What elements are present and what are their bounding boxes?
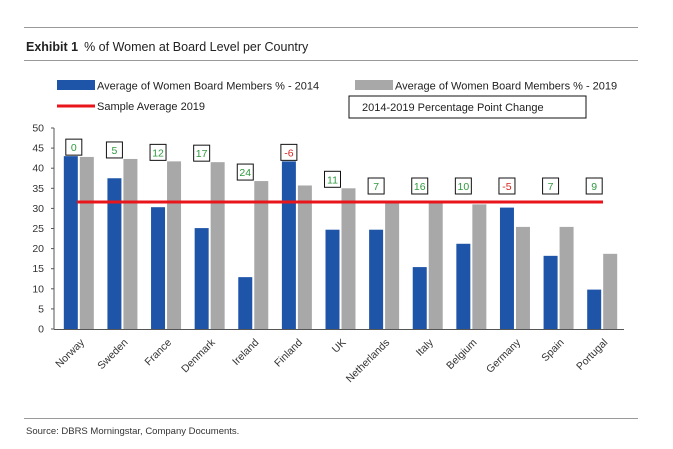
y-tick-label: 20: [32, 243, 44, 255]
change-box-sweden: [105, 141, 123, 159]
y-tick-label: 0: [38, 324, 44, 336]
x-tick-label-spain: Spain: [539, 337, 567, 365]
bar-2014-uk: [325, 229, 340, 329]
x-tick-label-sweden: Sweden: [95, 337, 130, 372]
x-tick-label-finland: Finland: [272, 337, 305, 370]
bar-2019-spain: [559, 226, 574, 329]
bar-2014-finland: [281, 161, 296, 329]
change-label-italy: 16: [414, 181, 426, 193]
legend-label-change: 2014-2019 Percentage Point Change: [362, 102, 544, 114]
x-tick-label-ireland: Ireland: [230, 337, 261, 368]
y-tick-label: 50: [32, 123, 44, 135]
bar-2014-belgium: [456, 243, 471, 329]
legend-swatch-2019: [355, 80, 393, 90]
bar-chart: Average of Women Board Members % - 2014 …: [32, 80, 624, 386]
bar-2019-belgium: [472, 204, 487, 329]
change-box-denmark: [193, 144, 211, 162]
change-box-finland: [280, 143, 298, 161]
x-tick-label-netherlands: Netherlands: [344, 337, 393, 386]
change-label-ireland: 24: [239, 167, 251, 179]
change-label-netherlands: 7: [373, 181, 379, 193]
change-label-sweden: 5: [112, 145, 118, 157]
change-box-italy: [411, 177, 429, 195]
y-tick-label: 5: [38, 303, 44, 315]
change-box-uk: [324, 170, 341, 188]
change-box-ireland: [236, 163, 254, 181]
bar-2019-portugal: [603, 253, 618, 329]
top-rule: [24, 27, 638, 28]
bar-2019-finland: [297, 185, 312, 329]
change-box-france: [149, 143, 167, 161]
source-note: Source: DBRS Morningstar, Company Docume…: [26, 426, 240, 437]
change-box-germany: [498, 177, 516, 195]
change-label-portugal: 9: [591, 181, 597, 193]
change-box-spain: [542, 177, 560, 195]
exhibit-title: Exhibit 1 % of Women at Board Level per C…: [26, 40, 308, 54]
bar-2019-ireland: [254, 181, 269, 329]
bar-2019-sweden: [123, 158, 138, 329]
exhibit-title-text: % of Women at Board Level per Country: [84, 40, 309, 54]
bar-2014-italy: [412, 267, 427, 329]
title-rule: [24, 60, 638, 61]
exhibit-label: Exhibit 1: [26, 40, 79, 54]
change-box-netherlands: [367, 177, 385, 195]
bar-2014-ireland: [238, 277, 253, 329]
bar-2019-uk: [341, 188, 356, 329]
y-tick-label: 25: [32, 223, 44, 235]
x-tick-label-italy: Italy: [414, 336, 437, 359]
x-tick-label-portugal: Portugal: [574, 337, 610, 373]
legend-swatch-2014: [57, 80, 95, 90]
bar-2019-norway: [79, 156, 94, 329]
change-label-belgium: 10: [458, 181, 470, 193]
legend-label-2014: Average of Women Board Members % - 2014: [97, 81, 319, 93]
x-tick-label-uk: UK: [330, 337, 349, 356]
change-labels: 0 5 12 17 24 -6 11 7 16 10 -5 7 9: [65, 138, 603, 195]
bar-2019-netherlands: [385, 202, 400, 329]
y-tick-label: 10: [32, 283, 44, 295]
bar-2019-denmark: [210, 162, 225, 329]
bar-2014-netherlands: [369, 229, 384, 329]
y-axis: 0 5 10 15 20 25 30 35 40 45 50: [32, 123, 55, 336]
bottom-rule: [24, 418, 638, 419]
legend-label-2019: Average of Women Board Members % - 2019: [395, 81, 617, 93]
change-label-denmark: 17: [196, 148, 208, 160]
bar-2014-norway: [63, 156, 78, 329]
x-tick-label-france: France: [143, 337, 175, 369]
change-label-finland: -6: [284, 147, 293, 159]
bar-2019-france: [167, 161, 182, 329]
bar-2014-portugal: [587, 289, 602, 329]
bar-2014-denmark: [194, 228, 209, 329]
change-box-norway: [65, 138, 83, 156]
x-tick-label-norway: Norway: [53, 336, 87, 370]
bar-2019-italy: [428, 203, 443, 329]
change-label-norway: 0: [71, 142, 77, 154]
bar-2014-france: [151, 207, 166, 329]
change-box-belgium: [454, 177, 472, 195]
bar-2014-germany: [499, 207, 514, 329]
change-box-portugal: [585, 177, 603, 195]
change-label-spain: 7: [548, 181, 554, 193]
change-label-france: 12: [152, 147, 164, 159]
change-label-uk: 11: [327, 174, 338, 186]
x-axis: Norway Sweden France Denmark Ireland Finland U…: [53, 329, 624, 386]
bar-2014-sweden: [107, 178, 122, 329]
y-tick-label: 30: [32, 203, 44, 215]
bar-2014-spain: [543, 255, 558, 329]
x-tick-label-germany: Germany: [484, 336, 524, 376]
y-tick-label: 40: [32, 163, 44, 175]
legend: Average of Women Board Members % - 2014 …: [57, 80, 617, 119]
x-tick-label-denmark: Denmark: [179, 336, 218, 375]
legend-label-average: Sample Average 2019: [97, 101, 205, 113]
y-tick-label: 45: [32, 143, 44, 155]
y-tick-label: 35: [32, 183, 44, 195]
y-tick-label: 15: [32, 263, 44, 275]
legend-box-change: [348, 95, 587, 119]
bar-2019-germany: [515, 226, 530, 329]
x-tick-label-belgium: Belgium: [444, 336, 479, 371]
change-label-germany: -5: [502, 181, 511, 193]
